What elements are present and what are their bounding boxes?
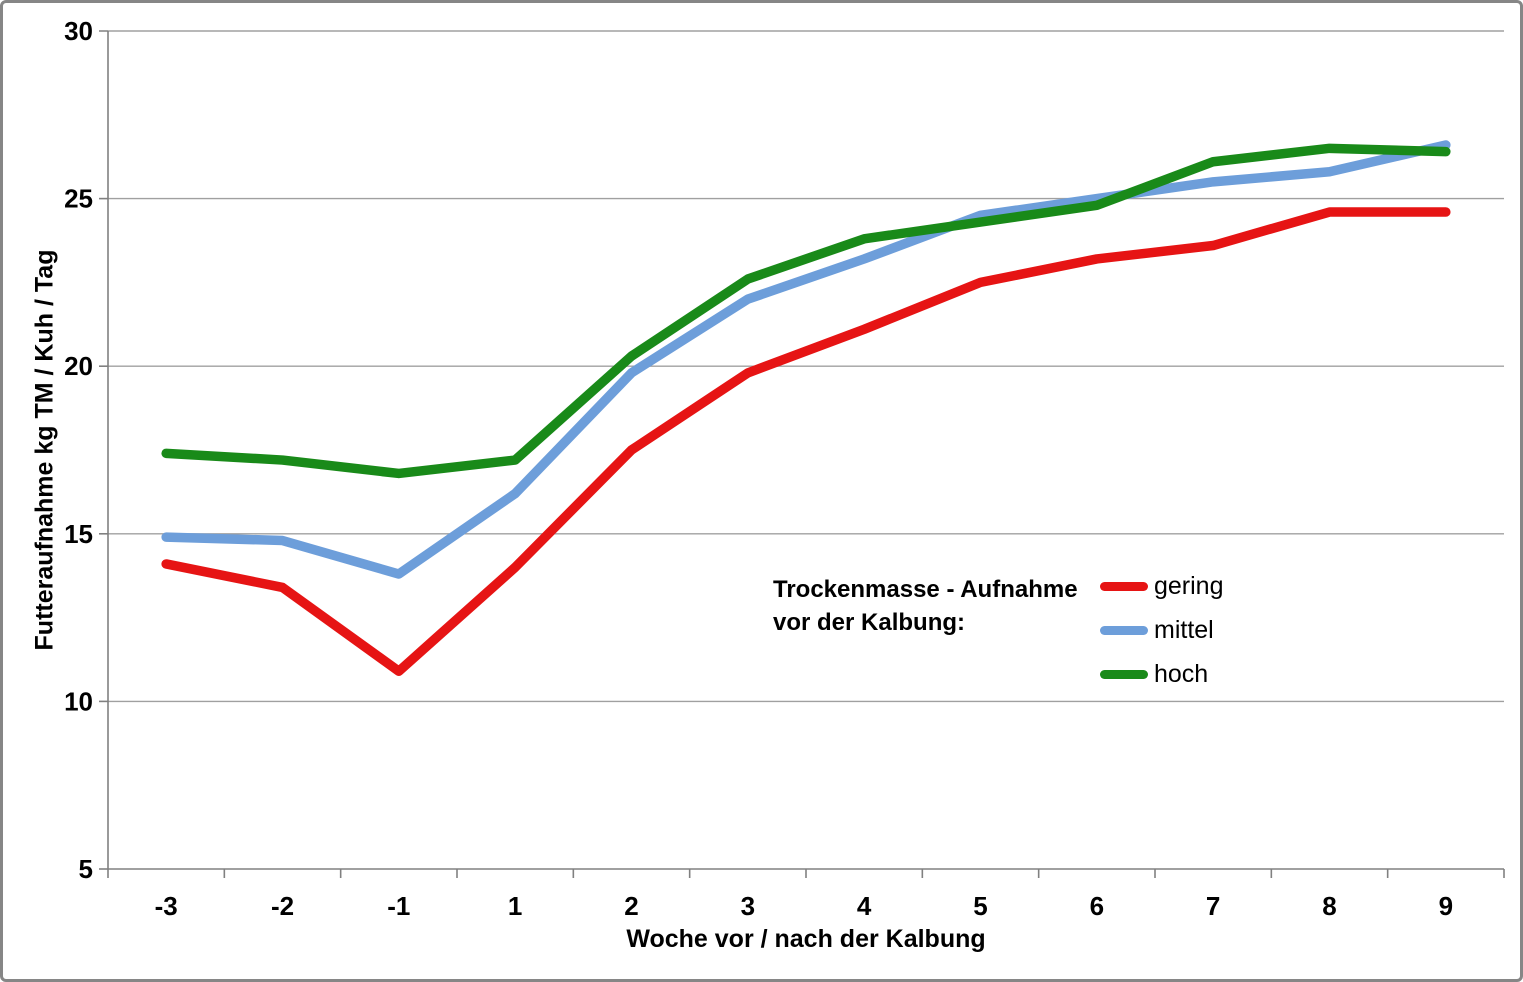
y-axis-title: Futteraufnahme kg TM / Kuh / Tag [30,249,59,651]
x-axis-tick-label: 3 [741,891,755,921]
legend-swatch-hoch [1100,669,1148,679]
legend-label-gering: gering [1154,571,1224,600]
legend: gering mittel hoch [1100,564,1224,696]
x-axis-tick-label: 9 [1439,891,1453,921]
series-line-gering [161,207,1451,676]
x-axis-tick-label: 4 [857,891,872,921]
legend-label-hoch: hoch [1154,659,1209,688]
legend-item-mittel: mittel [1100,608,1224,652]
x-axis-tick-label: 6 [1090,891,1104,921]
legend-swatch-mittel [1100,625,1148,635]
y-axis-tick-label: 5 [79,854,93,884]
x-axis-tick-label: 7 [1206,891,1220,921]
legend-label-mittel: mittel [1154,615,1214,644]
x-axis-tick-label: 2 [624,891,638,921]
x-axis-tick-label: 5 [973,891,987,921]
x-axis-tick-label: -2 [271,891,294,921]
legend-item-hoch: hoch [1100,652,1224,696]
legend-item-gering: gering [1100,564,1224,608]
x-axis-tick-label: -1 [387,891,410,921]
y-axis-tick-label: 20 [64,351,93,381]
legend-title-line2: vor der Kalbung: [773,609,966,636]
x-axis-tick-label: 8 [1322,891,1336,921]
x-axis-tick-label: -3 [155,891,178,921]
y-axis-tick-label: 10 [64,686,93,716]
legend-title: Trockenmasse - Aufnahme vor der Kalbung: [773,573,1078,639]
x-axis-tick-label: 1 [508,891,522,921]
legend-swatch-gering [1100,581,1148,591]
series-line-hoch [161,143,1451,479]
legend-title-line1: Trockenmasse - Aufnahme [773,576,1078,603]
y-axis-tick-label: 25 [64,184,93,214]
y-axis-tick-label: 15 [64,519,93,549]
series-line-mittel [161,140,1451,579]
x-axis-title: Woche vor / nach der Kalbung [626,925,986,953]
y-axis-tick-label: 30 [64,16,93,46]
line-chart: 5 10 15 20 25 30 -3 -2 -1 1 2 3 4 5 6 7 8 9 [64,16,1505,921]
